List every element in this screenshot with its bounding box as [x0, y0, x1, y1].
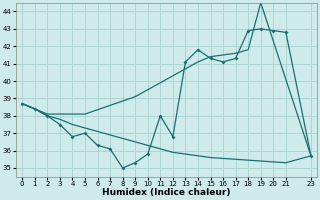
X-axis label: Humidex (Indice chaleur): Humidex (Indice chaleur): [102, 188, 231, 197]
